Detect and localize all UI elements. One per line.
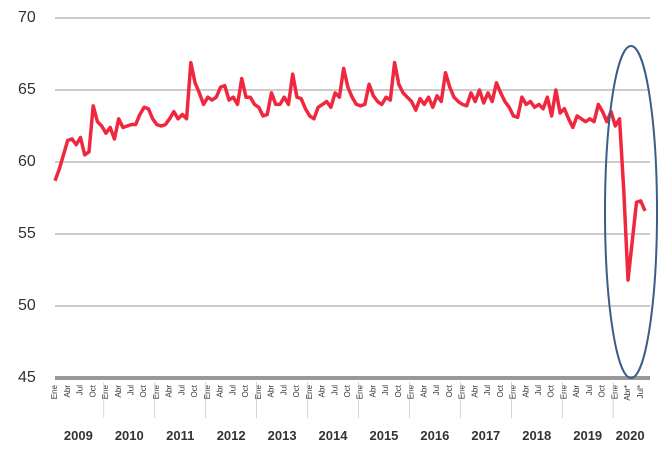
year-label: 2019 [573, 428, 602, 443]
x-tick-label: Ene [509, 384, 518, 399]
x-tick-label: Jul [228, 385, 237, 395]
y-tick-label: 55 [18, 225, 36, 242]
x-tick-label: Abr [114, 385, 123, 398]
x-tick-label: Ene [458, 384, 467, 399]
y-tick-label: 45 [18, 369, 36, 386]
year-label: 2018 [522, 428, 551, 443]
x-tick-label: Ene [305, 384, 314, 399]
x-tick-label: Oct [139, 384, 148, 397]
x-tick-label: Abr* [623, 385, 632, 401]
y-tick-label: 65 [18, 81, 36, 98]
x-tick-label: Jul [585, 385, 594, 395]
x-tick-label: Ene [356, 384, 365, 399]
x-tick-label: Oct [190, 384, 199, 397]
x-tick-label: Oct [343, 384, 352, 397]
x-tick-label: Ene [101, 384, 110, 399]
x-tick-label: Oct [445, 384, 454, 397]
year-label: 2009 [64, 428, 93, 443]
x-tick-label: Jul [483, 385, 492, 395]
year-label: 2011 [166, 428, 194, 443]
x-tick-label: Jul [381, 385, 390, 395]
year-label: 2013 [268, 428, 297, 443]
x-tick-label: Ene [407, 384, 416, 399]
x-tick-label: Oct [496, 384, 505, 397]
year-label: 2014 [319, 428, 349, 443]
x-tick-label: Oct [547, 384, 556, 397]
x-tick-label: Ene [559, 384, 568, 399]
x-tick-label: Ene [610, 384, 619, 399]
highlight-ellipse [604, 45, 658, 379]
x-tick-label: Jul [330, 385, 339, 395]
x-tick-label: Abr [470, 385, 479, 398]
data-line [53, 60, 647, 282]
x-tick-label: Oct [394, 384, 403, 397]
x-tick-label: Abr [318, 385, 327, 398]
y-tick-label: 70 [18, 9, 36, 26]
x-tick-label: Jul [177, 385, 186, 395]
x-tick-label: Abr [165, 385, 174, 398]
x-tick-label: Ene [152, 384, 161, 399]
y-tick-label: 50 [18, 297, 36, 314]
x-tick-label: Jul [432, 385, 441, 395]
x-tick-label: Oct [598, 384, 607, 397]
x-tick-label: Abr [419, 385, 428, 398]
year-label: 2020 [616, 428, 645, 443]
x-tick-label: Abr [572, 385, 581, 398]
year-label: 2016 [420, 428, 449, 443]
x-tick-label: Abr [267, 385, 276, 398]
x-tick-label: Oct [292, 384, 301, 397]
year-label: 2012 [217, 428, 246, 443]
x-tick-label: Oct [88, 384, 97, 397]
year-label: 2015 [369, 428, 398, 443]
x-tick-label: Abr [368, 385, 377, 398]
x-tick-label: Ene [50, 384, 59, 399]
x-tick-label: Abr [521, 385, 530, 398]
x-tick-label: Jul [76, 385, 85, 395]
x-tick-label: Jul [127, 385, 136, 395]
y-tick-label: 60 [18, 153, 36, 170]
x-tick-label: Ene [203, 384, 212, 399]
x-tick-label: Jul* [636, 385, 645, 398]
x-tick-label: Abr [216, 385, 225, 398]
x-tick-label: Ene [254, 384, 263, 399]
x-tick-label: Jul [279, 385, 288, 395]
year-label: 2017 [471, 428, 500, 443]
year-label: 2010 [115, 428, 144, 443]
x-tick-label: Jul [534, 385, 543, 395]
x-tick-label: Oct [241, 384, 250, 397]
x-tick-label: Abr [63, 385, 72, 398]
